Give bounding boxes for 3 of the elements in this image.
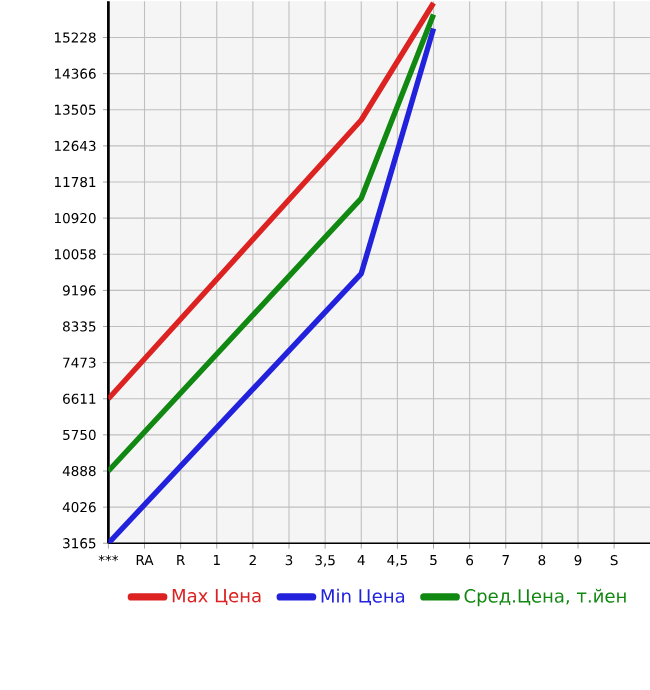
legend-label: Сред.Цена, т.йен xyxy=(464,588,626,607)
legend-label: Min Цена xyxy=(321,588,404,606)
legend-label: Max Цена xyxy=(172,589,260,606)
